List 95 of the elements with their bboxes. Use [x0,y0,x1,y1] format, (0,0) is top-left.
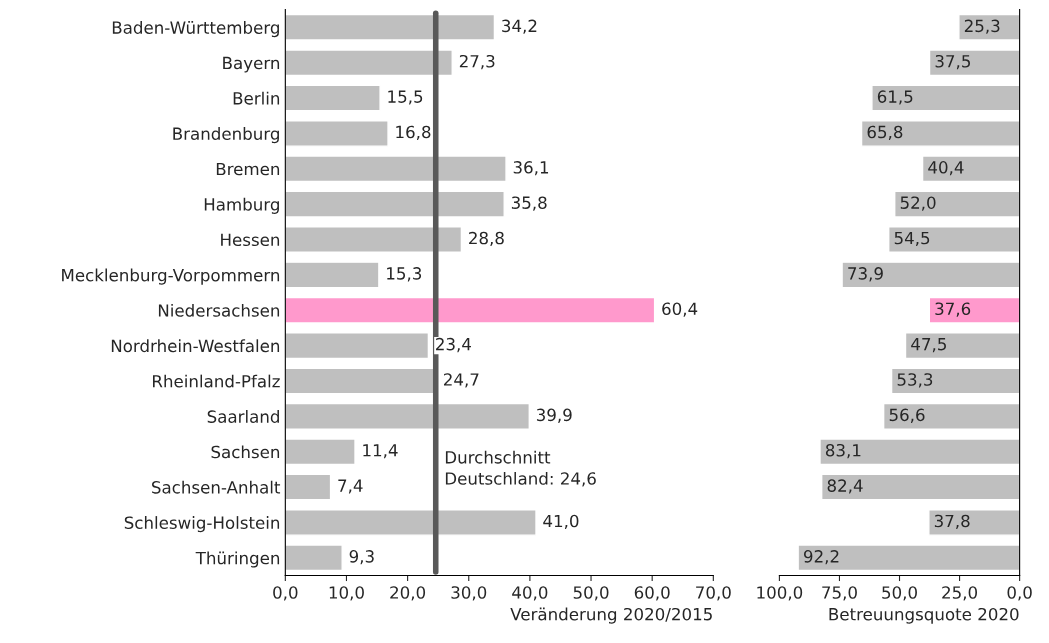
bar [928,296,1020,324]
bar [285,226,463,253]
x-tick-label: 75,0 [822,586,857,601]
data-label: 52,0 [900,196,936,211]
bar [894,190,1020,218]
bar [797,544,1020,572]
bar [285,296,656,324]
y-tick-label: Thüringen [195,551,280,568]
bar [921,155,1020,183]
bar [285,473,332,501]
data-label: 82,4 [827,479,863,494]
bar [285,13,496,41]
data-label: 35,8 [511,196,547,211]
x-tick-label: 20,0 [390,586,426,601]
bar [882,402,1020,430]
x-tick-label: 10,0 [329,586,364,601]
data-label: 25,3 [964,19,1000,34]
data-label: 54,5 [894,231,930,247]
x-axis-title: Veränderung 2020/2015 [510,607,712,624]
bar [928,509,1020,536]
data-label: 39,9 [536,408,572,423]
y-tick-label: Bremen [216,162,280,176]
bar [285,509,537,536]
x-tick-label: 0,0 [1007,586,1032,601]
y-tick-label: Nordrhein-Westfalen [111,339,280,353]
bar [285,84,381,112]
x-axis-title: Betreuungsquote 2020 [829,607,1019,624]
data-label: 9,3 [349,550,374,565]
data-label: 60,4 [662,302,698,317]
bar [819,438,1020,466]
data-label: 16,8 [396,125,431,140]
bar [285,190,505,218]
data-label: 65,8 [867,125,903,140]
y-tick-label: Sachsen-Anhalt [152,480,281,494]
y-tick-label: Hessen [221,233,280,247]
bar [285,438,356,466]
bar [888,226,1020,253]
data-label: 37,5 [935,54,970,70]
bar [860,119,1020,147]
bar [285,402,530,430]
data-label: 24,7 [443,373,479,388]
y-tick-label: Mecklenburg-Vorpommern [62,268,280,285]
data-label: 37,8 [934,514,970,529]
data-label: 15,3 [387,267,422,282]
y-tick-label: Sachsen [211,445,280,459]
data-label: 37,6 [935,302,971,317]
x-tick-label: 50,0 [882,586,917,601]
data-label: 23,4 [436,337,471,353]
bar [285,155,507,183]
bar [285,119,389,147]
bar [958,13,1020,41]
y-tick-label: Niedersachsen [158,303,280,317]
data-label: 36,1 [513,161,549,176]
data-label: 28,8 [469,231,504,247]
bar [285,49,453,77]
data-label: 56,6 [889,408,925,423]
ref-line-label: Durchschnitt Deutschland: 24,6 [445,450,596,487]
x-tick-label: 0,0 [273,586,298,601]
bar [904,332,1020,360]
x-tick-label: 25,0 [942,586,978,601]
y-tick-label: Berlin [233,91,280,105]
bar [928,49,1020,77]
data-label: 73,9 [848,267,883,282]
y-tick-label: Saarland [207,410,279,423]
y-tick-label: Brandenburg [173,127,279,144]
data-label: 40,4 [928,161,964,176]
data-label: 61,5 [877,90,913,105]
x-tick-label: 50,0 [573,586,609,601]
data-label: 15,5 [388,90,423,105]
y-tick-label: Baden-Württemberg [112,21,279,38]
x-tick-label: 70,0 [696,586,731,601]
data-label: 27,3 [459,54,495,70]
bar [285,261,380,289]
y-tick-label: Rheinland-Pfalz [153,374,280,388]
x-tick-label: 100,0 [757,586,803,601]
data-label: 11,4 [363,444,398,459]
bar [285,332,430,360]
data-label: 34,2 [502,19,537,34]
bar [285,544,343,572]
data-label: 47,5 [911,338,946,353]
x-tick-label: 40,0 [512,586,548,601]
y-tick-label: Schleswig-Holstein [124,516,280,533]
data-label: 41,0 [543,514,579,529]
y-tick-label: Bayern [223,56,280,73]
data-label: 53,3 [897,373,933,388]
bar [890,367,1020,395]
data-label: 92,2 [804,550,839,565]
bar [841,261,1020,289]
bar [820,473,1020,501]
bar [871,84,1020,112]
x-tick-label: 60,0 [634,586,670,601]
y-tick-label: Hamburg [204,197,279,214]
data-label: 83,1 [825,443,861,459]
x-tick-label: 30,0 [451,586,487,601]
data-label: 7,4 [338,479,363,494]
